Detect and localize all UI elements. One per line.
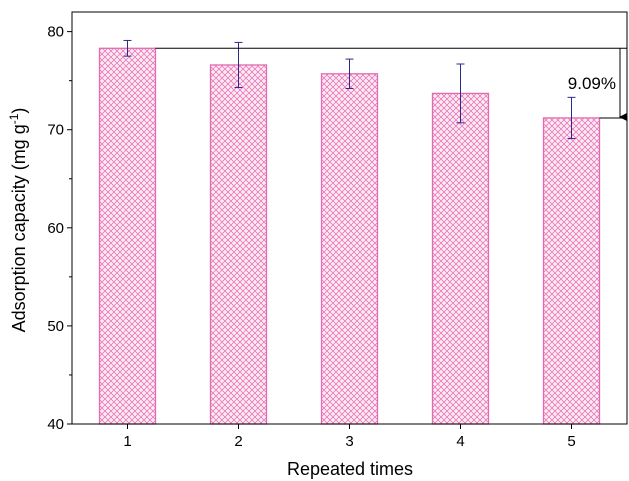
y-tick-label-70: 70 (47, 122, 64, 139)
x-tick-label-1: 1 (123, 433, 131, 450)
error-bar-4 (456, 63, 465, 124)
error-bars-layer (123, 39, 576, 140)
y-tick-label-80: 80 (47, 24, 64, 41)
x-tick-label-3: 3 (345, 433, 353, 450)
bar-2 (209, 64, 268, 425)
y-tick-label-50: 50 (47, 318, 64, 335)
bar-1 (98, 47, 157, 425)
error-bar-2 (234, 41, 243, 89)
error-bar-5 (567, 96, 576, 140)
bar-5 (542, 117, 601, 425)
bar-3 (320, 73, 379, 425)
y-tick-label-40: 40 (47, 416, 64, 433)
error-bar-1 (123, 39, 132, 57)
bars-layer (98, 47, 601, 425)
x-axis-title: Repeated times (287, 459, 413, 479)
y-axis-title-superscript: -1 (7, 113, 21, 124)
x-tick-label-5: 5 (567, 433, 575, 450)
drop-percentage-label: 9.09% (568, 74, 616, 93)
ticks-layer: 1 2 3 4 5 40 50 60 70 80 (47, 24, 575, 450)
bar-4 (431, 92, 490, 425)
y-axis-title-close: ) (9, 108, 29, 114)
y-axis-title: Adsorption capacity (mg g-1) (7, 108, 29, 333)
y-tick-label-60: 60 (47, 220, 64, 237)
y-axis-title-main: Adsorption capacity (mg g (9, 124, 29, 332)
annotation-layer: 9.09% (155, 47, 627, 121)
error-bar-3 (345, 58, 354, 90)
x-tick-label-2: 2 (234, 433, 242, 450)
x-tick-label-4: 4 (456, 433, 464, 450)
